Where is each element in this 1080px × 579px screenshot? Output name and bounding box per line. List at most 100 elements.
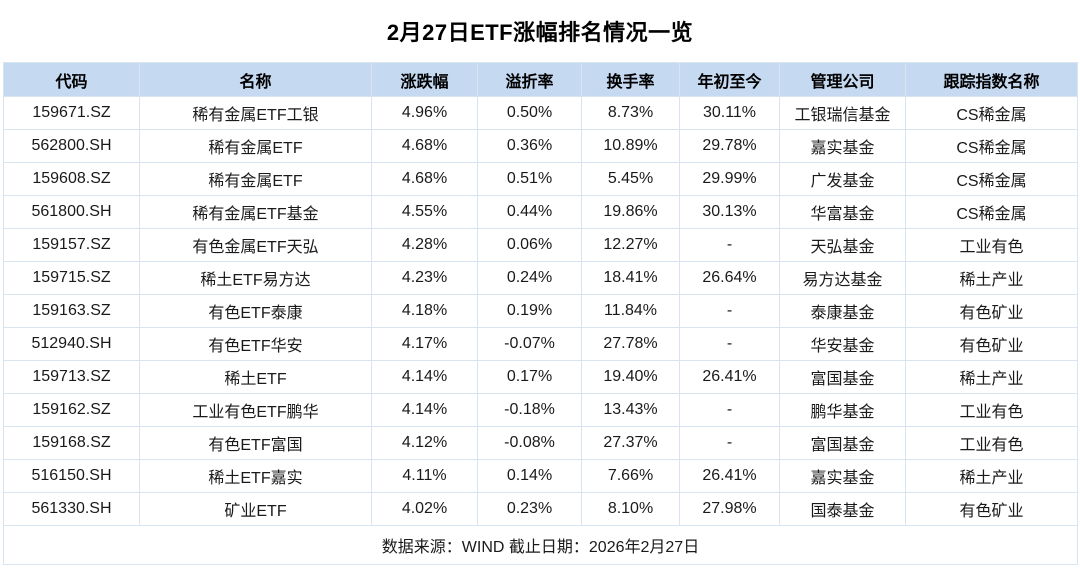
cell: 4.28%	[371, 228, 478, 262]
cell: 4.96%	[371, 96, 478, 130]
cell: CS稀金属	[905, 162, 1078, 196]
cell: 稀土ETF易方达	[139, 261, 372, 295]
cell: 516150.SH	[3, 459, 140, 493]
cell: 有色ETF泰康	[139, 294, 372, 328]
cell: 0.17%	[477, 360, 582, 394]
cell: 4.02%	[371, 492, 478, 526]
cell: 26.41%	[679, 459, 780, 493]
cell: 0.14%	[477, 459, 582, 493]
cell: 29.99%	[679, 162, 780, 196]
cell: 稀土ETF嘉实	[139, 459, 372, 493]
cell: 嘉实基金	[779, 129, 906, 163]
cell: 26.41%	[679, 360, 780, 394]
cell: 稀土ETF	[139, 360, 372, 394]
table-header-row: 代码 名称 涨跌幅 溢折率 换手率 年初至今 管理公司 跟踪指数名称	[3, 62, 1078, 97]
column-header-4: 换手率	[581, 62, 680, 97]
cell: -	[679, 228, 780, 262]
column-header-0: 代码	[3, 62, 140, 97]
cell: 561800.SH	[3, 195, 140, 229]
cell: 0.50%	[477, 96, 582, 130]
cell: 有色矿业	[905, 294, 1078, 328]
cell: -	[679, 393, 780, 427]
cell: 159713.SZ	[3, 360, 140, 394]
table-row: 561800.SH 稀有金属ETF基金 4.55% 0.44% 19.86% 30.13%…	[3, 195, 1078, 229]
column-header-1: 名称	[139, 62, 372, 97]
cell: 华富基金	[779, 195, 906, 229]
cell: 26.64%	[679, 261, 780, 295]
cell: 稀有金属ETF基金	[139, 195, 372, 229]
cell: 4.23%	[371, 261, 478, 295]
cell: 工业有色	[905, 228, 1078, 262]
cell: 19.40%	[581, 360, 680, 394]
cell: 有色ETF富国	[139, 426, 372, 460]
cell: 稀有金属ETF	[139, 129, 372, 163]
cell: 有色矿业	[905, 327, 1078, 361]
cell: CS稀金属	[905, 129, 1078, 163]
cell: 有色矿业	[905, 492, 1078, 526]
cell: 工业有色	[905, 426, 1078, 460]
cell: 30.11%	[679, 96, 780, 130]
cell: 27.78%	[581, 327, 680, 361]
cell: 0.44%	[477, 195, 582, 229]
cell: 5.45%	[581, 162, 680, 196]
cell: 159715.SZ	[3, 261, 140, 295]
table-row: 512940.SH 有色ETF华安 4.17% -0.07% 27.78% - 华安基金 有色…	[3, 327, 1078, 361]
cell: 0.06%	[477, 228, 582, 262]
data-source-note: 数据来源：WIND 截止日期：2026年2月27日	[3, 525, 1078, 565]
table-row: 561330.SH 矿业ETF 4.02% 0.23% 8.10% 27.98% 国泰基金有…	[3, 492, 1078, 526]
cell: 8.10%	[581, 492, 680, 526]
cell: 4.17%	[371, 327, 478, 361]
cell: 0.23%	[477, 492, 582, 526]
cell: 广发基金	[779, 162, 906, 196]
cell: 4.14%	[371, 393, 478, 427]
cell: 易方达基金	[779, 261, 906, 295]
cell: 159608.SZ	[3, 162, 140, 196]
cell: 0.51%	[477, 162, 582, 196]
cell: 10.89%	[581, 129, 680, 163]
cell: 0.36%	[477, 129, 582, 163]
cell: 12.27%	[581, 228, 680, 262]
table-row: 159671.SZ 稀有金属ETF工银 4.96% 0.50% 8.73% 30.11% 工…	[3, 96, 1078, 130]
cell: 富国基金	[779, 360, 906, 394]
cell: 4.12%	[371, 426, 478, 460]
cell: 7.66%	[581, 459, 680, 493]
table-row: 159608.SZ 稀有金属ETF 4.68% 0.51% 5.45% 29.99% 广发基…	[3, 162, 1078, 196]
cell: 159157.SZ	[3, 228, 140, 262]
cell: 159162.SZ	[3, 393, 140, 427]
cell: 工业有色	[905, 393, 1078, 427]
cell: -0.07%	[477, 327, 582, 361]
cell: 0.19%	[477, 294, 582, 328]
cell: 矿业ETF	[139, 492, 372, 526]
table-row: 159713.SZ 稀土ETF 4.14% 0.17% 19.40% 26.41% 富国基金…	[3, 360, 1078, 394]
cell: 华安基金	[779, 327, 906, 361]
cell: -	[679, 327, 780, 361]
cell: 13.43%	[581, 393, 680, 427]
cell: 稀土产业	[905, 459, 1078, 493]
cell: 国泰基金	[779, 492, 906, 526]
table-body: 159671.SZ 稀有金属ETF工银 4.96% 0.50% 8.73% 30.11% 工…	[3, 96, 1078, 526]
table-row: 516150.SH 稀土ETF嘉实 4.11% 0.14% 7.66% 26.41% 嘉实基…	[3, 459, 1078, 493]
cell: -0.08%	[477, 426, 582, 460]
cell: -0.18%	[477, 393, 582, 427]
cell: 4.11%	[371, 459, 478, 493]
cell: 稀土产业	[905, 360, 1078, 394]
cell: 有色金属ETF天弘	[139, 228, 372, 262]
cell: 27.37%	[581, 426, 680, 460]
cell: 30.13%	[679, 195, 780, 229]
cell: 鹏华基金	[779, 393, 906, 427]
cell: CS稀金属	[905, 195, 1078, 229]
cell: 稀有金属ETF	[139, 162, 372, 196]
cell: 稀土产业	[905, 261, 1078, 295]
table-row: 562800.SH 稀有金属ETF 4.68% 0.36% 10.89% 29.78% 嘉实…	[3, 129, 1078, 163]
cell: 嘉实基金	[779, 459, 906, 493]
cell: 8.73%	[581, 96, 680, 130]
cell: 29.78%	[679, 129, 780, 163]
cell: 天弘基金	[779, 228, 906, 262]
table-row: 159162.SZ 工业有色ETF鹏华 4.14% -0.18% 13.43% - 鹏华基金…	[3, 393, 1078, 427]
table-row: 159163.SZ 有色ETF泰康 4.18% 0.19% 11.84% - 泰康基金 有色矿…	[3, 294, 1078, 328]
cell: 4.14%	[371, 360, 478, 394]
cell: 工业有色ETF鹏华	[139, 393, 372, 427]
table-footer-row: 数据来源：WIND 截止日期：2026年2月27日	[3, 525, 1078, 565]
cell: 27.98%	[679, 492, 780, 526]
